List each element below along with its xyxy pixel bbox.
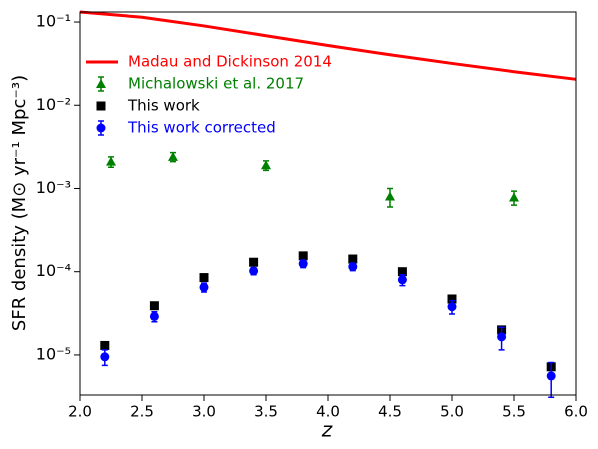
x-tick-label: 2.5: [130, 403, 154, 421]
legend-handle: [96, 79, 106, 88]
legend-handle: [96, 101, 106, 111]
circle-marker: [100, 352, 110, 362]
legend-handle: [96, 123, 106, 133]
circle-marker: [199, 282, 209, 292]
circle-marker: [497, 332, 507, 342]
y-tick-label: 10⁻⁴: [36, 261, 71, 280]
x-tick-label: 6.0: [564, 403, 588, 421]
circle-marker: [149, 311, 159, 321]
y-tick-label: 10⁻¹: [36, 12, 71, 31]
y-tick-label: 10⁻³: [36, 178, 71, 197]
square-marker: [100, 340, 110, 350]
x-tick-label: 5.0: [440, 403, 464, 421]
x-tick-label: 3.0: [192, 403, 216, 421]
x-axis-label: z: [321, 418, 333, 442]
y-tick-label: 10⁻²: [36, 95, 71, 114]
x-tick-label: 4.0: [316, 403, 340, 421]
square-marker: [298, 251, 308, 261]
legend-label: Madau and Dickinson 2014: [128, 53, 332, 71]
circle-marker: [298, 259, 308, 269]
x-tick-label: 2.0: [68, 403, 92, 421]
circle-marker: [397, 275, 407, 285]
square-marker: [149, 301, 159, 311]
triangle-marker: [106, 156, 116, 166]
square-marker: [249, 257, 259, 267]
triangle-marker: [509, 192, 519, 202]
triangle-marker: [385, 191, 395, 201]
x-tick-label: 5.5: [502, 403, 526, 421]
legend-label: Michalowski et al. 2017: [128, 75, 304, 93]
circle-marker: [546, 371, 556, 381]
circle-marker: [249, 266, 259, 276]
x-tick-label: 4.5: [378, 403, 402, 421]
circle-marker: [447, 302, 457, 312]
legend-label: This work: [127, 97, 200, 115]
plot-frame: [79, 11, 577, 396]
square-marker: [199, 273, 209, 283]
legend-label: This work corrected: [127, 119, 276, 137]
circle-marker: [348, 262, 358, 272]
y-tick-label: 10⁻⁵: [36, 344, 71, 363]
y-axis-label: SFR density (M⊙ yr⁻¹ Mpc⁻³): [9, 75, 30, 331]
square-marker: [397, 267, 407, 277]
x-tick-label: 3.5: [254, 403, 278, 421]
triangle-marker: [261, 160, 271, 170]
triangle-marker: [168, 151, 178, 161]
sfr-line: [79, 10, 577, 81]
square-marker: [348, 254, 358, 264]
square-marker: [447, 294, 457, 304]
